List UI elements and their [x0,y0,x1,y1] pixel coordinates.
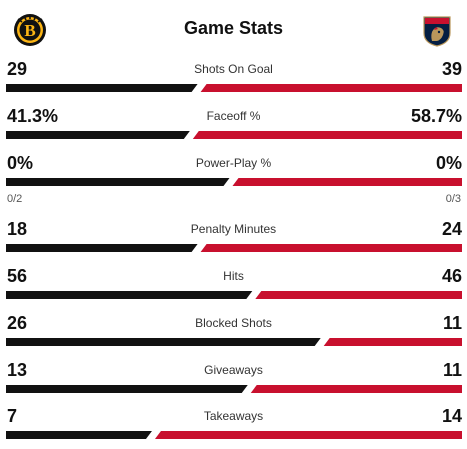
away-stat-value: 14 [441,406,462,426]
away-bar [255,291,462,299]
away-stat-value: 24 [441,219,462,239]
home-stat-value: 26 [7,313,28,333]
stat-row: 13 Giveaways 11 [0,359,467,399]
away-stat-value: 58.7% [410,106,462,126]
away-bar [323,338,462,346]
home-bar [6,244,198,252]
stat-comparison-bar [6,338,462,346]
stat-row: 41.3% Faceoff % 58.7% [0,105,467,145]
home-bar [6,385,248,393]
home-bar [6,291,253,299]
away-bar [192,131,462,139]
page-title: Game Stats [183,18,284,38]
stat-comparison-bar [6,84,462,92]
away-stat-value: 11 [442,360,462,380]
away-powerplay-record: 0/3 [445,193,461,205]
home-bar [6,178,230,186]
stat-row: 29 Shots On Goal 39 [0,58,467,98]
stat-comparison-bar [6,131,462,139]
home-bar [6,338,321,346]
stat-comparison-bar [6,244,462,252]
stat-label: Blocked Shots [195,316,272,330]
stat-comparison-bar [6,178,462,186]
home-stat-value: 0% [7,153,34,173]
away-stat-value: 11 [442,313,462,333]
game-stats-header: B Game Stats [0,0,467,60]
stat-row: 7 Takeaways 14 [0,405,467,445]
svg-text:B: B [24,21,35,40]
stat-comparison-bar [6,385,462,393]
stat-comparison-bar [6,291,462,299]
home-powerplay-record: 0/2 [7,193,23,205]
away-bar [154,431,463,439]
stat-label: Takeaways [203,409,264,423]
stat-label: Power-Play % [195,156,272,170]
stat-row: 26 Blocked Shots 11 [0,312,467,352]
stat-label: Shots On Goal [194,62,273,76]
home-stat-value: 29 [7,59,28,79]
home-stat-value: 7 [7,406,18,426]
home-stat-value: 56 [7,266,28,286]
away-bar [200,84,462,92]
home-stat-value: 13 [7,360,28,380]
away-stat-value: 46 [441,266,462,286]
stat-row: 0% Power-Play % 0% [0,152,467,192]
stat-comparison-bar [6,431,463,439]
away-stat-value: 39 [441,59,462,79]
home-stat-value: 18 [7,219,28,239]
stat-row: 56 Hits 46 [0,265,467,305]
away-bar [250,385,462,393]
home-bar [6,131,190,139]
stat-label: Hits [223,269,244,283]
bruins-logo-icon: B [14,14,46,46]
away-bar [232,178,462,186]
home-bar [6,431,152,439]
stat-label: Penalty Minutes [190,222,277,236]
away-stat-value: 0% [435,153,462,173]
stat-row: 18 Penalty Minutes 24 [0,218,467,258]
stat-label: Giveaways [204,363,263,377]
home-bar [6,84,198,92]
stat-label: Faceoff % [206,109,261,123]
away-bar [200,244,462,252]
home-stat-value: 41.3% [7,106,59,126]
panthers-logo-icon [423,16,451,47]
